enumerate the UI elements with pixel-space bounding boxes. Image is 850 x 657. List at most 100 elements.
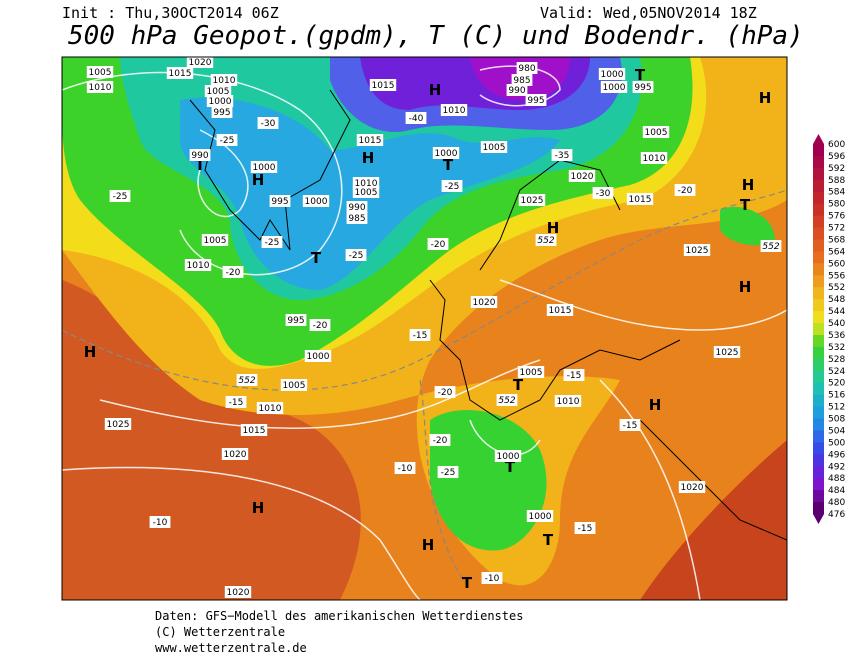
label-box: [517, 366, 545, 378]
map-label: 1000: [253, 163, 276, 173]
label-box: [600, 81, 628, 93]
map-label: -10: [485, 574, 500, 584]
colorbar-label: 548: [828, 295, 845, 305]
pressure-center: H: [742, 176, 755, 194]
map-label: 980: [518, 64, 535, 74]
map-label: 1010: [557, 397, 580, 407]
pressure-center: H: [649, 396, 662, 414]
colorbar-label: 480: [828, 498, 845, 508]
map-label: 990: [191, 151, 208, 161]
label-box: [516, 62, 538, 74]
pressure-center: H: [362, 149, 375, 167]
map-label: 1020: [473, 298, 496, 308]
label-box: [683, 244, 711, 256]
label-box: [551, 149, 573, 161]
label-box: [280, 379, 308, 391]
colorbar-label: 556: [828, 271, 845, 281]
label-box: [304, 350, 332, 362]
label-box: [598, 68, 626, 80]
colorbar-swatch: [813, 203, 824, 217]
label-box: [481, 572, 503, 584]
label-box: [86, 66, 114, 78]
label-box: [201, 234, 229, 246]
label-box: [619, 419, 641, 431]
pressure-center: T: [195, 156, 206, 174]
colorbar-swatch: [813, 478, 824, 491]
label-box: [470, 296, 498, 308]
map-label: 995: [271, 197, 288, 207]
label-box: [574, 522, 596, 534]
label-box: [356, 134, 384, 146]
colorbar-label: 524: [828, 367, 845, 377]
label-box: [369, 79, 397, 91]
map-label: 1020: [227, 588, 250, 598]
colorbar-label: 536: [828, 331, 845, 341]
map-label: 995: [213, 108, 230, 118]
map-label: -20: [433, 436, 448, 446]
label-box: [346, 212, 368, 224]
label-box: [184, 259, 212, 271]
colorbar-label: 520: [828, 379, 845, 389]
map-label: -15: [413, 331, 428, 341]
label-box: [506, 84, 528, 96]
colorbar-swatch: [813, 179, 824, 193]
colorbar-swatch: [813, 275, 824, 288]
map-label: 1005: [483, 143, 506, 153]
map-label: 1005: [89, 68, 112, 78]
map-label: -15: [578, 524, 593, 534]
colorbar-label: 564: [828, 247, 845, 257]
colorbar-label: 516: [828, 391, 845, 401]
colorbar-swatch: [813, 144, 824, 157]
colorbar-swatch: [813, 299, 824, 312]
colorbar-label: 476: [828, 510, 845, 520]
colorbar-swatch: [813, 215, 824, 229]
map-frame: [61, 56, 788, 601]
map-label: 1020: [571, 172, 594, 182]
colorbar-swatch: [813, 191, 824, 205]
label-box: [269, 195, 291, 207]
colorbar-swatch: [813, 490, 824, 503]
map-label: -20: [438, 388, 453, 398]
pressure-center: H: [547, 219, 560, 237]
map-label: -35: [555, 151, 570, 161]
map-label: 1005: [207, 87, 230, 97]
map-label: 1010: [643, 154, 666, 164]
colorbar-swatch: [813, 167, 824, 181]
pressure-center: H: [429, 81, 442, 99]
label-box: [760, 240, 782, 252]
colorbar-swatch: [813, 358, 824, 372]
colorbar-swatch: [813, 370, 824, 384]
label-box: [434, 386, 456, 398]
map-label: -15: [229, 398, 244, 408]
label-box: [285, 314, 307, 326]
map-label: 1015: [169, 69, 192, 79]
colorbar-label: 588: [828, 176, 845, 186]
label-box: [240, 424, 268, 436]
colorbar-swatch: [813, 287, 824, 300]
map-label: -25: [441, 468, 456, 478]
footer-line: (C) Wetterzentrale: [155, 625, 285, 639]
map-label: 1000: [209, 97, 232, 107]
label-box: [345, 249, 367, 261]
pressure-center: T: [462, 574, 473, 592]
colorbar-label: 484: [828, 486, 845, 496]
map-label: 1015: [359, 136, 382, 146]
colorbar-swatch: [813, 155, 824, 169]
label-box: [210, 74, 238, 86]
colorbar-swatch: [813, 394, 824, 408]
colorbar-swatch: [813, 263, 824, 276]
colorbar-label: 592: [828, 164, 845, 174]
pressure-center: T: [740, 196, 751, 214]
pressure-center: H: [252, 171, 265, 189]
map-label: 1020: [189, 58, 212, 68]
map-label: 552: [238, 376, 255, 386]
map-label: 1000: [307, 352, 330, 362]
map-label: -20: [226, 268, 241, 278]
colorbar-swatch: [813, 502, 824, 515]
map-label: 995: [287, 316, 304, 326]
colorbar-label: 492: [828, 462, 845, 472]
colorbar-label: 504: [828, 426, 845, 436]
label-box: [211, 106, 233, 118]
label-box: [518, 194, 546, 206]
